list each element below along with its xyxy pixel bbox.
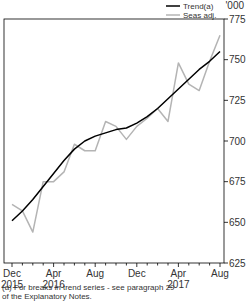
legend-label: Seas adj. xyxy=(183,11,216,20)
x-tick-label: Dec xyxy=(128,268,146,279)
y-tick-label: 650 xyxy=(229,217,246,228)
y-tick xyxy=(224,19,228,20)
x-tick xyxy=(116,263,117,266)
x-tick xyxy=(220,263,221,267)
x-tick xyxy=(105,263,106,266)
x-tick xyxy=(64,263,65,266)
x-tick xyxy=(136,263,137,267)
y-tick xyxy=(224,263,228,264)
y-axis-label: '000 xyxy=(225,0,244,11)
legend-swatch xyxy=(166,14,180,16)
series-line xyxy=(12,52,220,221)
y-tick-label: 700 xyxy=(229,136,246,147)
x-tick xyxy=(188,263,189,266)
x-tick xyxy=(43,263,44,266)
y-tick-label: 625 xyxy=(229,258,246,269)
chart: 625650675700725750775'000Dec2015Apr2016A… xyxy=(0,0,246,302)
x-tick-label: Aug xyxy=(86,268,104,279)
x-tick xyxy=(157,263,158,266)
y-tick xyxy=(224,222,228,223)
x-tick xyxy=(178,263,179,267)
x-tick xyxy=(22,263,23,266)
y-tick-label: 775 xyxy=(229,14,246,25)
legend-label: Trend(a) xyxy=(183,2,214,11)
x-tick xyxy=(95,263,96,267)
x-tick xyxy=(199,263,200,266)
x-tick xyxy=(209,263,210,266)
series-group xyxy=(12,35,220,232)
y-tick-label: 725 xyxy=(229,95,246,106)
x-tick xyxy=(53,263,54,267)
y-tick xyxy=(224,141,228,142)
x-tick xyxy=(168,263,169,266)
x-tick xyxy=(84,263,85,266)
x-tick xyxy=(126,263,127,266)
x-tick-label: Aug xyxy=(211,268,229,279)
x-tick xyxy=(12,263,13,267)
x-tick xyxy=(147,263,148,266)
footnote: (a) For breaks in trend series - see par… xyxy=(2,283,178,301)
y-tick-label: 750 xyxy=(229,54,246,65)
series-line xyxy=(12,35,220,232)
x-tick xyxy=(32,263,33,266)
x-tick xyxy=(74,263,75,266)
legend-swatch xyxy=(166,5,180,7)
plot-frame xyxy=(4,19,224,263)
y-tick xyxy=(224,59,228,60)
y-tick xyxy=(224,181,228,182)
y-tick-label: 675 xyxy=(229,176,246,187)
y-tick xyxy=(224,100,228,101)
